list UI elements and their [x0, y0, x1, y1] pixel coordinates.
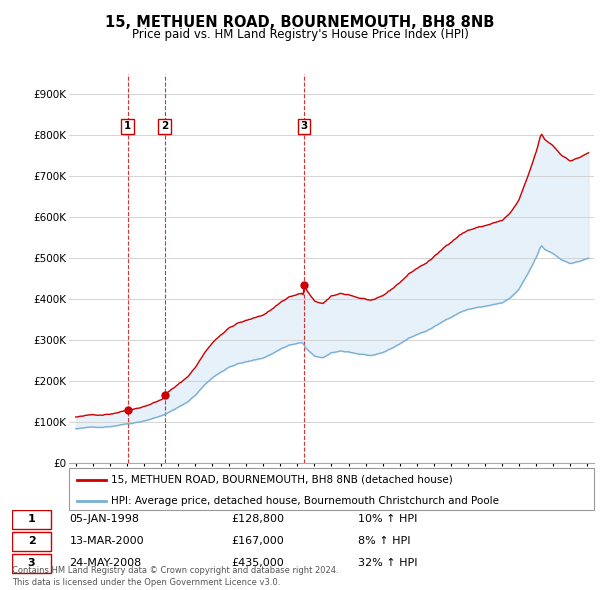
- Text: 2: 2: [28, 536, 35, 546]
- Text: 3: 3: [28, 559, 35, 568]
- Text: 05-JAN-1998: 05-JAN-1998: [70, 514, 140, 524]
- FancyBboxPatch shape: [12, 554, 51, 573]
- Text: 13-MAR-2000: 13-MAR-2000: [70, 536, 144, 546]
- FancyBboxPatch shape: [69, 468, 594, 510]
- Text: 1: 1: [28, 514, 35, 524]
- Text: £167,000: £167,000: [231, 536, 284, 546]
- Text: 8% ↑ HPI: 8% ↑ HPI: [358, 536, 410, 546]
- FancyBboxPatch shape: [12, 510, 51, 529]
- Text: 32% ↑ HPI: 32% ↑ HPI: [358, 559, 417, 568]
- Text: 3: 3: [301, 122, 308, 132]
- Text: Price paid vs. HM Land Registry's House Price Index (HPI): Price paid vs. HM Land Registry's House …: [131, 28, 469, 41]
- Text: 2: 2: [161, 122, 168, 132]
- Text: £128,800: £128,800: [231, 514, 284, 524]
- Text: Contains HM Land Registry data © Crown copyright and database right 2024.
This d: Contains HM Land Registry data © Crown c…: [12, 566, 338, 587]
- Text: 15, METHUEN ROAD, BOURNEMOUTH, BH8 8NB: 15, METHUEN ROAD, BOURNEMOUTH, BH8 8NB: [106, 15, 494, 30]
- Text: 1: 1: [124, 122, 131, 132]
- Text: 24-MAY-2008: 24-MAY-2008: [70, 559, 142, 568]
- Text: HPI: Average price, detached house, Bournemouth Christchurch and Poole: HPI: Average price, detached house, Bour…: [111, 496, 499, 506]
- FancyBboxPatch shape: [12, 532, 51, 551]
- Text: 10% ↑ HPI: 10% ↑ HPI: [358, 514, 417, 524]
- Text: 15, METHUEN ROAD, BOURNEMOUTH, BH8 8NB (detached house): 15, METHUEN ROAD, BOURNEMOUTH, BH8 8NB (…: [111, 475, 453, 485]
- Text: £435,000: £435,000: [231, 559, 284, 568]
